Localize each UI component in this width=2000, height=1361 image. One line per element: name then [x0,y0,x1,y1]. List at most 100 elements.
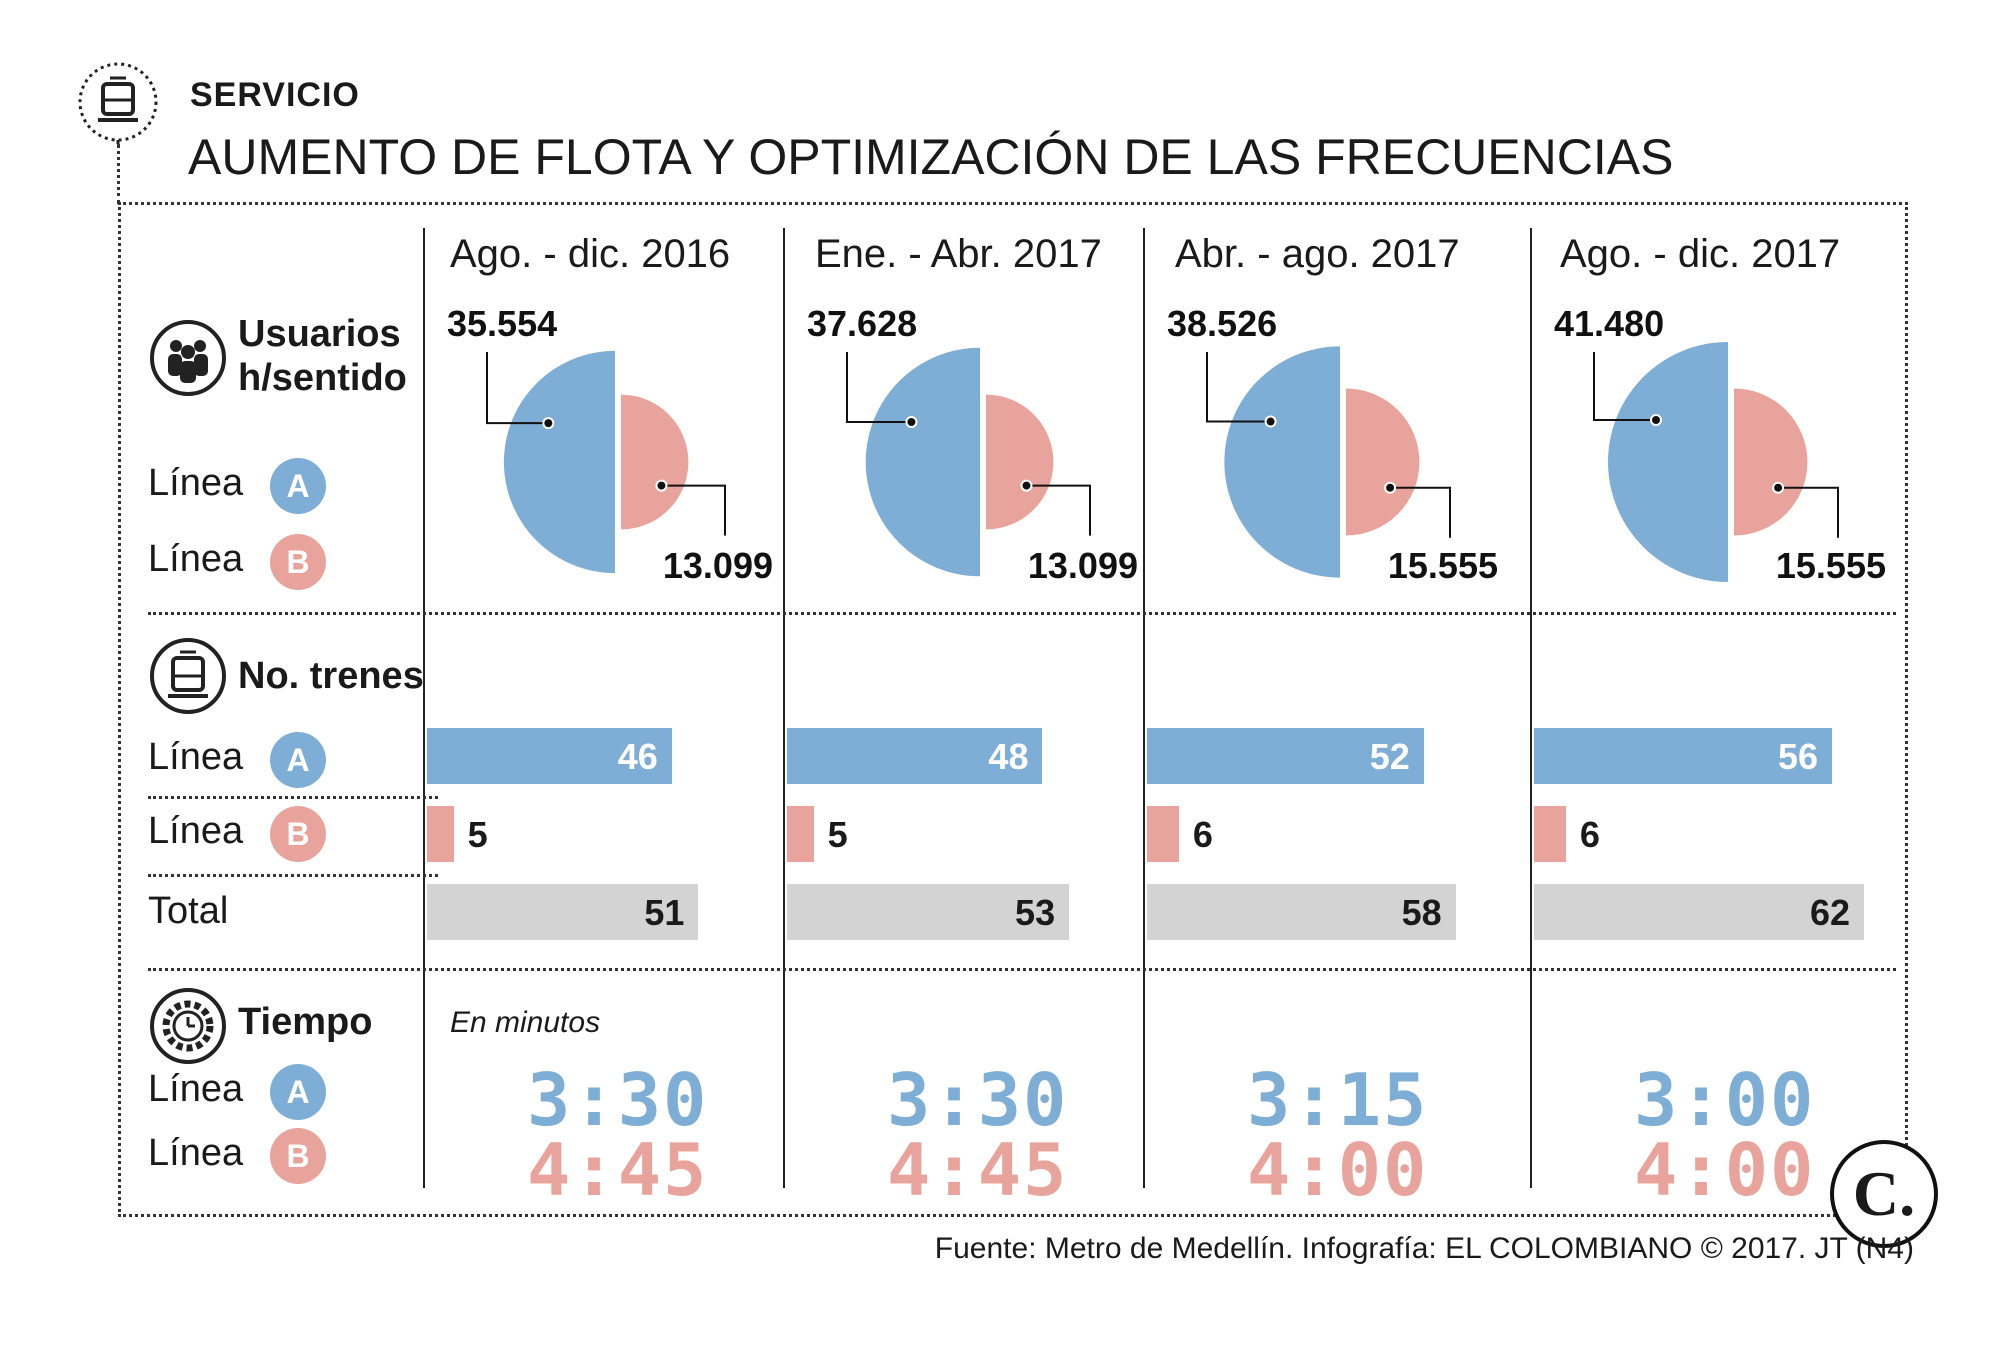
column-divider [423,228,425,1188]
leader-dot [1264,415,1277,428]
line-b-badge: B [270,1128,326,1184]
source-note: Fuente: Metro de Medellín. Infografía: E… [934,1232,1914,1265]
header-train-icon [76,60,160,144]
line-a-half-pie [1608,342,1728,582]
line-a-half-pie [865,347,980,577]
chart-frame [118,202,1908,1217]
section-separator [148,968,1896,971]
time-section-label: Tiempo [238,1001,373,1043]
total-train-value: 53 [1015,892,1056,933]
line-a-badge: A [270,458,326,514]
line-b-train-value: 6 [1579,814,1600,855]
leader-line [661,484,726,536]
line-a-train-value: 46 [617,736,658,777]
row-separator [148,874,438,877]
line-label: Línea [148,736,244,778]
line-b-half-pie [1734,388,1808,536]
line-a-badge: A [270,732,326,788]
line-b-badge: B [270,806,326,862]
column-divider [783,228,785,1188]
total-train-bar [787,884,1070,940]
line-b-time: 4:45 [527,1128,709,1212]
line-a-time: 3:15 [1247,1058,1429,1142]
train-icon [78,62,158,144]
leader-line [1778,486,1839,538]
line-a-train-bar [787,728,1043,784]
line-a-train-bar [1147,728,1424,784]
minutes-note: En minutos [450,1006,601,1039]
line-b-half-pie [621,394,689,530]
leader-dot [905,415,918,428]
header-connector [117,144,120,204]
line-a-time: 3:30 [527,1058,709,1142]
line-a-half-pie [1224,346,1340,578]
line-a-train-value: 48 [988,736,1029,777]
total-train-bar [427,884,699,940]
el-colombiano-logo: C. [1830,1140,1938,1248]
users-icon [148,318,228,398]
column-header: Ago. - dic. 2017 [1560,232,1841,276]
column-divider [1143,228,1145,1188]
users-section-label: Usuarios h/sentido [238,313,407,399]
line-b-half-pie [1346,388,1420,536]
line-b-train-bar [427,806,454,862]
line-a-time: 3:00 [1634,1058,1816,1142]
column-header: Abr. - ago. 2017 [1175,232,1460,276]
line-b-train-bar [1147,806,1179,862]
leader-dot [1650,414,1662,426]
leader-line [1026,484,1091,536]
total-train-bar [1147,884,1456,940]
line-a-train-value: 52 [1369,736,1410,777]
line-b-time: 4:00 [1634,1128,1816,1212]
line-b-badge: B [270,534,326,590]
line-b-users-value: 15.555 [1776,545,1886,586]
line-a-train-value: 56 [1778,736,1819,777]
leader-dot [542,417,555,430]
clock-gear-icon [148,986,228,1066]
line-a-train-bar [427,728,672,784]
line-b-train-value: 6 [1192,814,1213,855]
column-divider [1530,228,1532,1188]
total-label: Total [148,890,229,932]
row-separator [148,796,438,799]
line-label: Línea [148,538,244,580]
column-header: Ene. - Abr. 2017 [815,232,1102,276]
leader-line [846,352,912,423]
line-b-train-value: 5 [827,814,848,855]
line-label: Línea [148,462,244,504]
line-b-time: 4:00 [1247,1128,1429,1212]
line-b-half-pie [986,394,1054,530]
line-a-badge: A [270,1064,326,1120]
line-label: Línea [148,810,244,852]
line-b-train-value: 5 [467,814,488,855]
line-a-users-value: 41.480 [1554,303,1664,344]
section-separator [148,612,1896,615]
line-b-users-value: 13.099 [1028,545,1138,586]
line-a-train-bar [1534,728,1833,784]
trains-section-label: No. trenes [238,655,424,697]
train-icon [148,636,228,716]
line-a-time: 3:30 [887,1058,1069,1142]
line-a-users-value: 38.526 [1167,303,1277,344]
line-a-users-value: 37.628 [807,303,917,344]
total-train-value: 51 [644,892,685,933]
leader-line [1206,352,1271,423]
leader-line [1593,352,1656,421]
leader-line [1390,486,1451,538]
page-title: AUMENTO DE FLOTA Y OPTIMIZACIÓN DE LAS F… [188,129,1674,185]
column-header: Ago. - dic. 2016 [450,232,731,276]
total-train-bar [1534,884,1864,940]
leader-dot [1772,481,1785,494]
line-b-users-value: 15.555 [1388,545,1498,586]
leader-dot [1384,481,1397,494]
line-b-time: 4:45 [887,1128,1069,1212]
kicker: SERVICIO [190,76,360,114]
line-a-half-pie [503,350,615,574]
total-train-value: 58 [1401,892,1442,933]
line-label: Línea [148,1132,244,1174]
line-b-train-bar [787,806,814,862]
leader-dot [1020,479,1033,492]
line-a-users-value: 35.554 [447,303,557,344]
line-label: Línea [148,1068,244,1110]
